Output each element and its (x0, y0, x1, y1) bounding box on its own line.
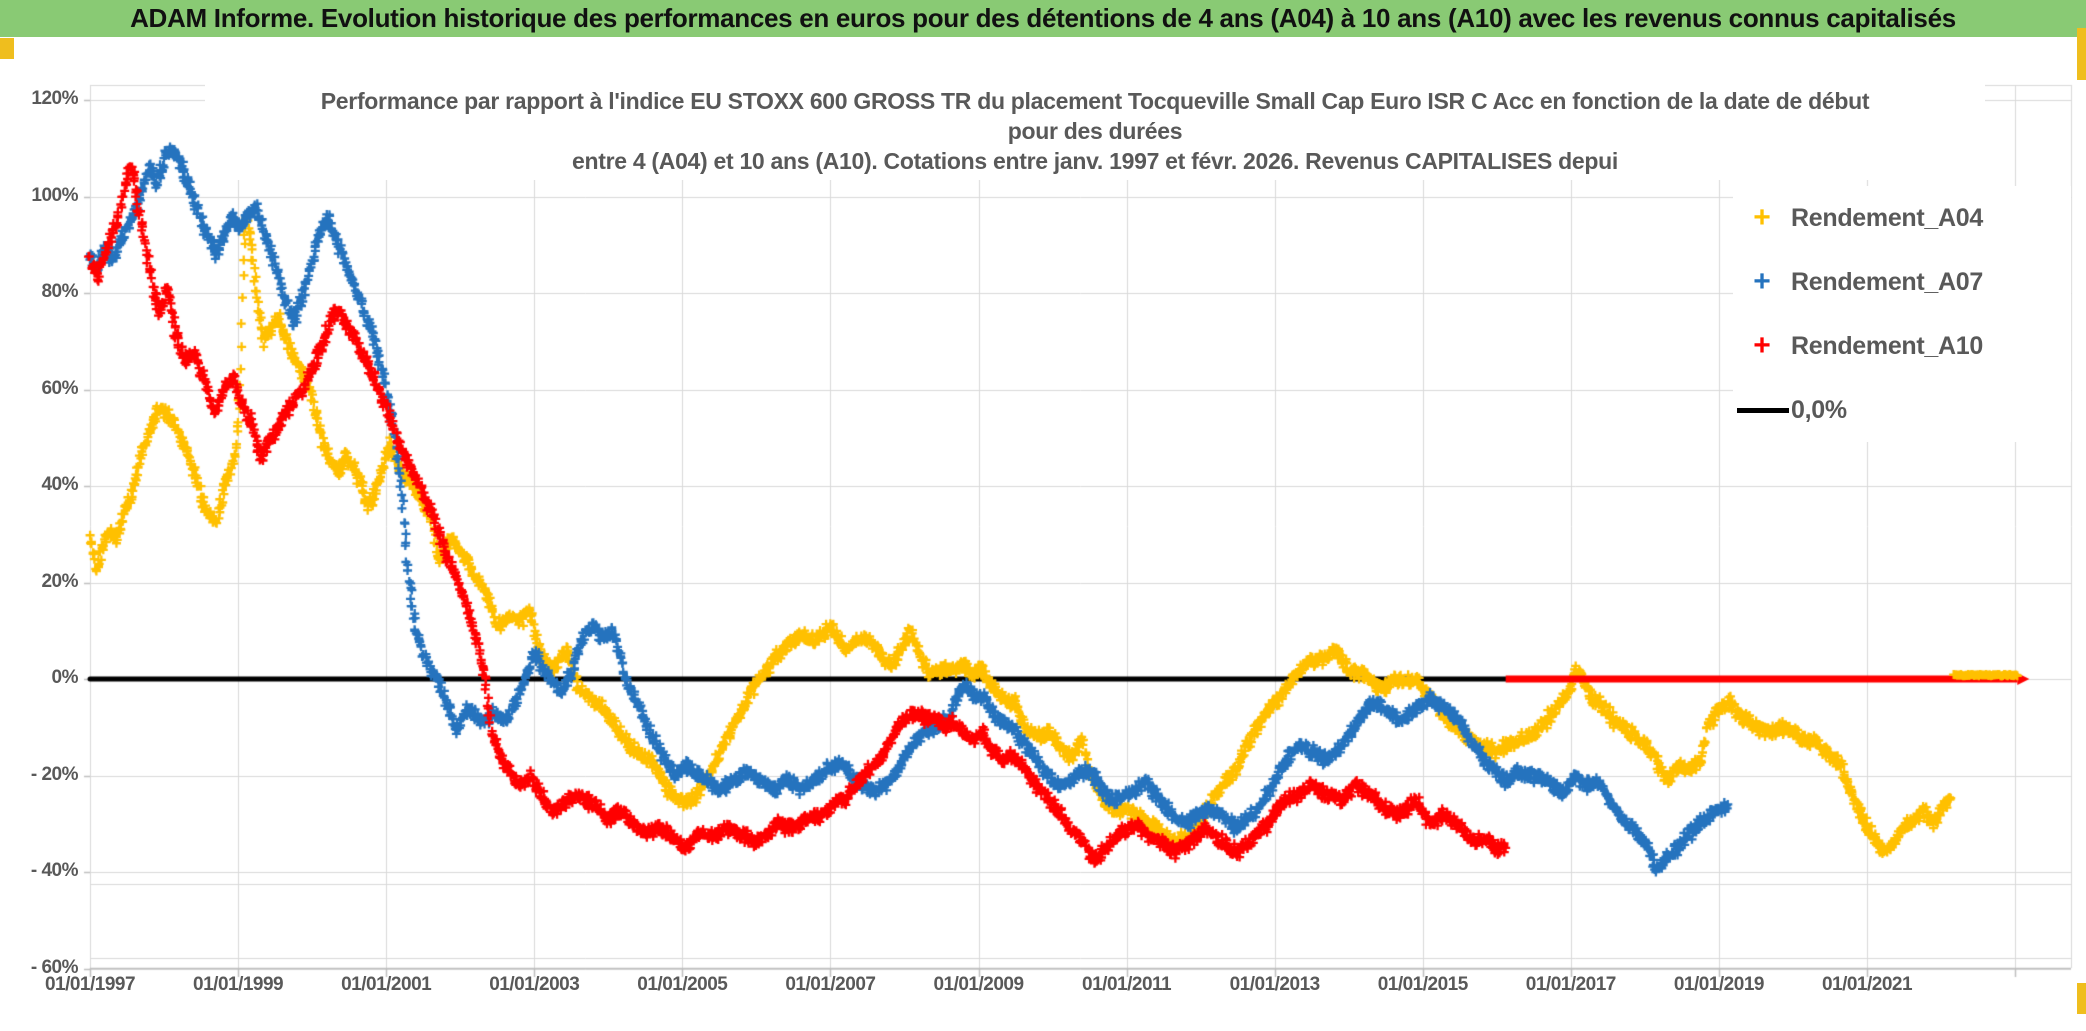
chart-title-line-1: Performance par rapport à l'indice EU ST… (320, 88, 1870, 114)
legend-item-rendement-a10[interactable]: + Rendement_A10 (1733, 320, 2071, 372)
header-title-bar: ADAM Informe. Evolution historique des p… (0, 0, 2086, 37)
x-tick-label: 01/01/2019 (1673, 974, 1765, 995)
gold-accent-right-bottom (2077, 983, 2086, 1014)
chart-title-line-2: pour des durées (1007, 118, 1183, 144)
y-tick-label: 20% (41, 570, 78, 592)
y-tick-label: - 60% (30, 956, 79, 978)
legend-item-zero-line[interactable]: 0,0% (1733, 384, 2071, 436)
plus-marker-icon: + (1753, 201, 1771, 234)
chart-title-line-3: entre 4 (A04) et 10 ans (A10). Cotations… (571, 148, 1618, 174)
x-tick-label: 01/01/2011 (1082, 974, 1172, 995)
x-tick-label: 01/01/2007 (785, 974, 876, 995)
x-tick-label: 01/01/2015 (1377, 974, 1469, 995)
x-tick-label: 01/01/2017 (1525, 974, 1617, 995)
zero-line-sample (1737, 407, 1789, 413)
x-tick-label: 01/01/1997 (44, 974, 136, 995)
page-title: ADAM Informe. Evolution historique des p… (130, 3, 1956, 33)
y-tick-label: 80% (41, 281, 78, 302)
y-tick-label: - 40% (30, 860, 79, 881)
legend-label: Rendement_A04 (1791, 203, 1983, 232)
y-tick-label: - 20% (30, 763, 79, 785)
y-tick-label: 40% (41, 474, 78, 495)
legend-item-rendement-a07[interactable]: + Rendement_A07 (1733, 256, 2071, 308)
x-tick-label: 01/01/2005 (637, 974, 728, 995)
y-tick-label: 120% (31, 88, 78, 109)
gold-accent-right-top (2077, 28, 2086, 80)
y-tick-label: 60% (41, 377, 78, 399)
x-tick-label: 01/01/2009 (933, 974, 1024, 995)
legend-label: Rendement_A10 (1791, 331, 1983, 360)
legend-label: 0,0% (1791, 395, 1847, 424)
x-tick-label: 01/01/2001 (341, 974, 432, 995)
x-tick-label: 01/01/1999 (193, 974, 284, 995)
chart-legend[interactable]: + Rendement_A04 + Rendement_A07 + Rendem… (1733, 186, 2071, 442)
x-tick-label: 01/01/2021 (1821, 974, 1913, 995)
legend-item-rendement-a04[interactable]: + Rendement_A04 (1733, 192, 2071, 244)
y-tick-label: 0% (51, 667, 79, 688)
chart-title: Performance par rapport à l'indice EU ST… (205, 84, 1985, 180)
legend-label: Rendement_A07 (1791, 267, 1983, 296)
plus-marker-icon: + (1753, 265, 1771, 298)
plus-marker-icon: + (1753, 329, 1771, 362)
x-tick-label: 01/01/2003 (489, 974, 580, 995)
y-tick-label: 100% (31, 184, 78, 206)
x-tick-label: 01/01/2013 (1229, 974, 1321, 995)
gold-accent-left (0, 38, 14, 59)
